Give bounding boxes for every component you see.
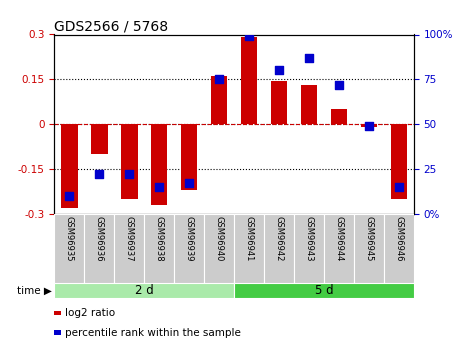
Text: GSM96941: GSM96941 (245, 216, 254, 262)
Text: 2 d: 2 d (135, 284, 154, 297)
Bar (264, 214, 294, 283)
Text: percentile rank within the sample: percentile rank within the sample (64, 328, 240, 338)
Bar (61, 124, 78, 208)
Text: GSM96942: GSM96942 (274, 216, 284, 262)
Bar (181, 124, 197, 190)
Text: GSM96940: GSM96940 (215, 216, 224, 262)
Bar (234, 283, 414, 298)
Point (125, 172, 133, 177)
Bar (354, 214, 384, 283)
Text: GSM96944: GSM96944 (334, 216, 343, 262)
Bar (391, 124, 407, 199)
Bar (54, 214, 84, 283)
Bar (54, 331, 61, 335)
Text: GSM96946: GSM96946 (394, 216, 403, 262)
Text: GSM96938: GSM96938 (155, 216, 164, 262)
Text: time ▶: time ▶ (17, 286, 52, 296)
Bar (114, 214, 144, 283)
Point (245, 33, 253, 39)
Point (305, 55, 313, 61)
Point (185, 181, 193, 186)
Bar (361, 124, 377, 127)
Text: log2 ratio: log2 ratio (64, 308, 114, 318)
Bar (91, 124, 107, 154)
Text: GSM96936: GSM96936 (95, 216, 104, 262)
Bar (301, 85, 317, 124)
Point (275, 68, 283, 73)
Point (335, 82, 343, 88)
Point (395, 184, 403, 190)
Text: 5 d: 5 d (315, 284, 333, 297)
Bar (54, 310, 61, 315)
Text: GSM96943: GSM96943 (305, 216, 314, 262)
Point (96, 172, 103, 177)
Bar (121, 124, 138, 199)
Bar (241, 38, 257, 124)
Text: GSM96937: GSM96937 (125, 216, 134, 262)
Point (365, 123, 373, 129)
Point (156, 184, 163, 190)
Bar (204, 214, 234, 283)
Bar (294, 214, 324, 283)
Bar (174, 214, 204, 283)
Text: GDS2566 / 5768: GDS2566 / 5768 (54, 19, 168, 33)
Text: GSM96935: GSM96935 (65, 216, 74, 262)
Bar (84, 214, 114, 283)
Bar (384, 214, 414, 283)
Bar (151, 124, 167, 205)
Bar (271, 81, 287, 124)
Point (215, 77, 223, 82)
Bar (54, 283, 234, 298)
Bar (324, 214, 354, 283)
Point (66, 193, 73, 199)
Bar (211, 76, 228, 124)
Text: GSM96945: GSM96945 (364, 216, 374, 262)
Text: GSM96939: GSM96939 (184, 216, 194, 262)
Bar (144, 214, 174, 283)
Bar (234, 214, 264, 283)
Bar (331, 109, 347, 124)
